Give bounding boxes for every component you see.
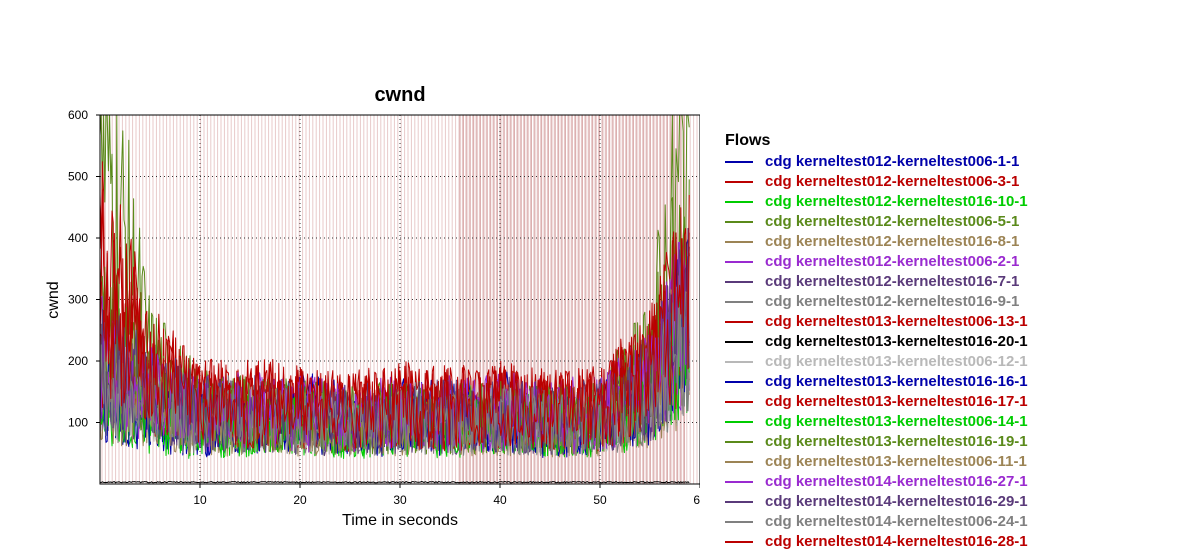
- legend-item: cdg kerneltest012-kerneltest016-9-1: [725, 292, 1195, 312]
- x-tick-label: 40: [493, 493, 507, 507]
- legend-label: cdg kerneltest014-kerneltest016-29-1: [765, 493, 1028, 510]
- y-tick-label: 600: [68, 108, 88, 122]
- y-tick-label: 100: [68, 416, 88, 430]
- legend-swatch: [725, 301, 753, 303]
- legend-swatch: [725, 461, 753, 463]
- legend-label: cdg kerneltest013-kerneltest016-19-1: [765, 433, 1028, 450]
- chart-title: cwnd: [374, 84, 425, 106]
- legend-item: cdg kerneltest013-kerneltest006-14-1: [725, 412, 1195, 432]
- legend-label: cdg kerneltest013-kerneltest006-11-1: [765, 453, 1027, 470]
- legend-item: cdg kerneltest013-kerneltest006-12-1: [725, 352, 1195, 372]
- legend-label: cdg kerneltest012-kerneltest016-9-1: [765, 293, 1020, 310]
- cwnd-chart: cwnd 10 20 30 40 50 60 100 200 300 400 500 600 Tim…: [45, 84, 700, 529]
- legend-swatch: [725, 321, 753, 323]
- legend-label: cdg kerneltest014-kerneltest016-28-1: [765, 533, 1028, 550]
- legend-swatch: [725, 541, 753, 543]
- legend-swatch: [725, 501, 753, 503]
- legend-swatch: [725, 241, 753, 243]
- legend-item: cdg kerneltest013-kerneltest016-17-1: [725, 392, 1195, 412]
- legend-swatch: [725, 481, 753, 483]
- legend-label: cdg kerneltest013-kerneltest016-16-1: [765, 373, 1028, 390]
- x-tick-label: 30: [393, 493, 407, 507]
- legend-swatch: [725, 261, 753, 263]
- legend-items: cdg kerneltest012-kerneltest006-1-1 cdg k…: [725, 152, 1195, 552]
- legend-label: cdg kerneltest013-kerneltest006-12-1: [765, 353, 1028, 370]
- legend-label: cdg kerneltest013-kerneltest016-20-1: [765, 333, 1028, 350]
- legend-swatch: [725, 381, 753, 383]
- legend-label: cdg kerneltest014-kerneltest006-24-1: [765, 513, 1028, 530]
- legend-item: cdg kerneltest013-kerneltest016-19-1: [725, 432, 1195, 452]
- legend-item: cdg kerneltest012-kerneltest016-10-1: [725, 192, 1195, 212]
- legend-item: cdg kerneltest012-kerneltest016-7-1: [725, 272, 1195, 292]
- legend-item: cdg kerneltest014-kerneltest016-27-1: [725, 472, 1195, 492]
- series-line-10: [99, 481, 690, 484]
- legend-item: cdg kerneltest012-kerneltest006-2-1: [725, 252, 1195, 272]
- legend-swatch: [725, 341, 753, 343]
- legend-label: cdg kerneltest012-kerneltest006-2-1: [765, 253, 1020, 270]
- x-axis-label: Time in seconds: [342, 512, 458, 529]
- legend-item: cdg kerneltest012-kerneltest006-5-1: [725, 212, 1195, 232]
- legend-label: cdg kerneltest014-kerneltest016-27-1: [765, 473, 1028, 490]
- y-tick-label: 200: [68, 354, 88, 368]
- legend-label: cdg kerneltest012-kerneltest006-1-1: [765, 153, 1020, 170]
- legend-swatch: [725, 361, 753, 363]
- legend-title: Flows: [725, 132, 771, 149]
- legend-label: cdg kerneltest012-kerneltest016-10-1: [765, 193, 1028, 210]
- x-tick-label: 50: [593, 493, 607, 507]
- y-tick-label: 400: [68, 231, 88, 245]
- legend-item: cdg kerneltest012-kerneltest016-8-1: [725, 232, 1195, 252]
- legend-label: cdg kerneltest012-kerneltest016-8-1: [765, 233, 1020, 250]
- legend-label: cdg kerneltest012-kerneltest006-5-1: [765, 213, 1020, 230]
- legend-item: cdg kerneltest014-kerneltest006-24-1: [725, 512, 1195, 532]
- legend-swatch: [725, 181, 753, 183]
- legend-item: cdg kerneltest013-kerneltest006-11-1: [725, 452, 1195, 472]
- legend-swatch: [725, 221, 753, 223]
- legend-swatch: [725, 281, 753, 283]
- y-axis-ticks: 100 200 300 400 500 600: [68, 108, 100, 430]
- legend-label: cdg kerneltest013-kerneltest006-14-1: [765, 413, 1028, 430]
- x-tick-label: 60: [693, 493, 700, 507]
- legend-item: cdg kerneltest012-kerneltest006-1-1: [725, 152, 1195, 172]
- legend-item: cdg kerneltest013-kerneltest016-20-1: [725, 332, 1195, 352]
- y-tick-label: 300: [68, 293, 88, 307]
- legend-swatch: [725, 521, 753, 523]
- x-tick-label: 20: [293, 493, 307, 507]
- y-tick-label: 500: [68, 170, 88, 184]
- legend-item: cdg kerneltest014-kerneltest016-28-1: [725, 532, 1195, 552]
- legend-swatch: [725, 421, 753, 423]
- legend-swatch: [725, 161, 753, 163]
- legend-label: cdg kerneltest013-kerneltest016-17-1: [765, 393, 1028, 410]
- legend-label: cdg kerneltest012-kerneltest016-7-1: [765, 273, 1020, 290]
- legend-swatch: [725, 441, 753, 443]
- legend-label: cdg kerneltest013-kerneltest006-13-1: [765, 313, 1028, 330]
- legend-swatch: [725, 401, 753, 403]
- legend-item: cdg kerneltest012-kerneltest006-3-1: [725, 172, 1195, 192]
- legend: Flows cdg kerneltest012-kerneltest006-1-…: [725, 130, 1195, 552]
- legend-swatch: [725, 201, 753, 203]
- legend-item: cdg kerneltest014-kerneltest016-29-1: [725, 492, 1195, 512]
- legend-item: cdg kerneltest013-kerneltest016-16-1: [725, 372, 1195, 392]
- series-line-20: [99, 189, 690, 450]
- series-lines: [99, 114, 690, 484]
- legend-label: cdg kerneltest012-kerneltest006-3-1: [765, 173, 1020, 190]
- x-tick-label: 10: [193, 493, 207, 507]
- x-axis-ticks: 10 20 30 40 50 60: [193, 484, 700, 507]
- y-axis-label: cwnd: [45, 281, 62, 318]
- legend-item: cdg kerneltest013-kerneltest006-13-1: [725, 312, 1195, 332]
